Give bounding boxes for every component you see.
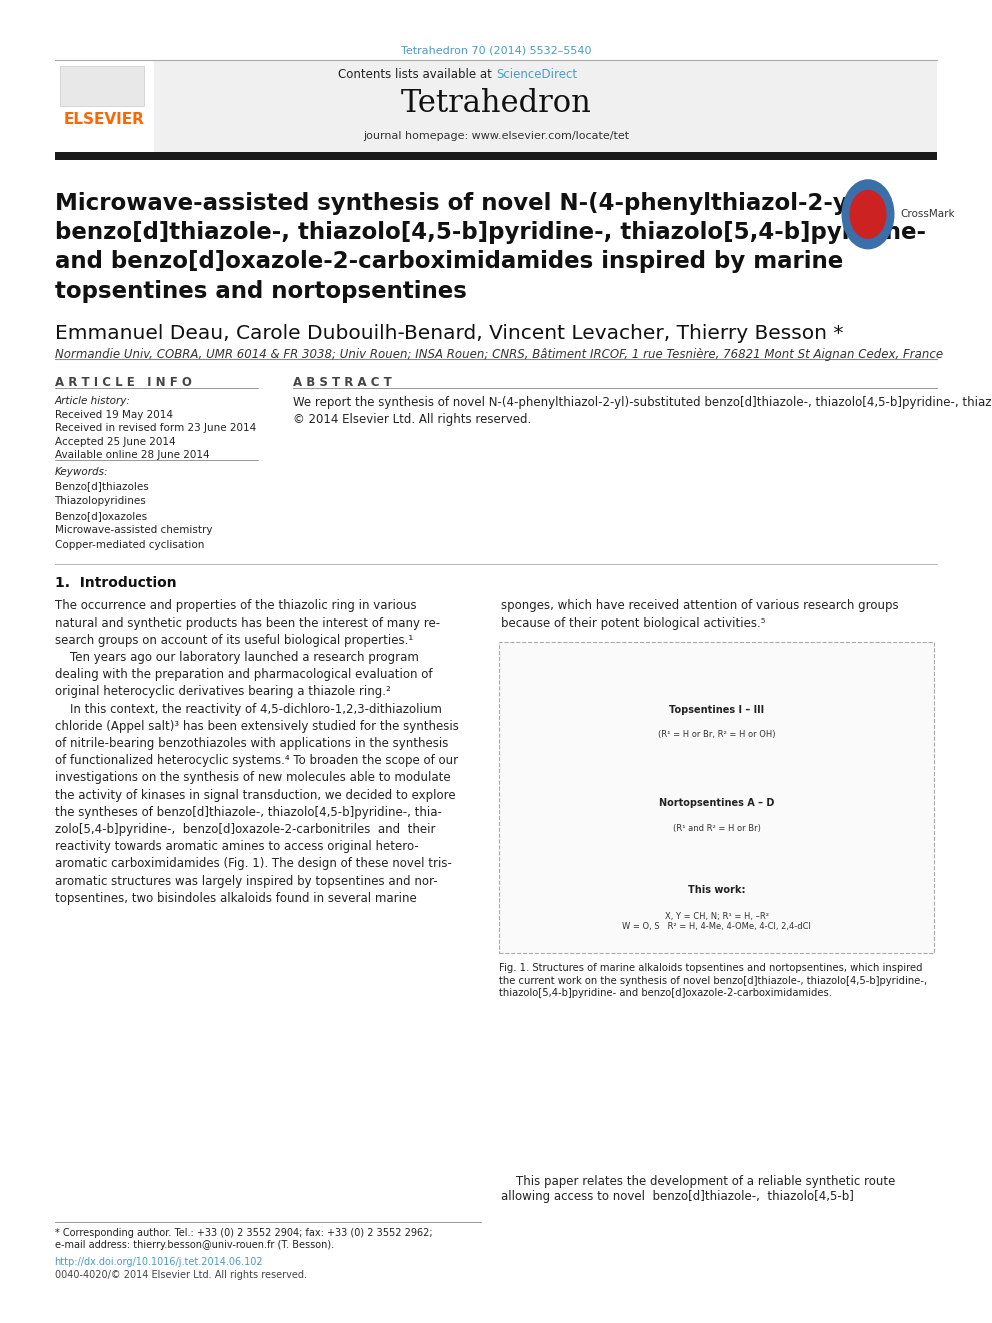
Text: Topsentines I – III: Topsentines I – III — [670, 705, 764, 714]
Text: Contents lists available at: Contents lists available at — [338, 67, 496, 81]
Text: 1.  Introduction: 1. Introduction — [55, 576, 177, 590]
Text: Tetrahedron: Tetrahedron — [401, 87, 591, 119]
Text: sponges, which have received attention of various research groups
because of the: sponges, which have received attention o… — [501, 599, 899, 630]
Text: Article history:: Article history: — [55, 396, 130, 406]
Bar — [499, 642, 934, 953]
Bar — [60, 66, 144, 106]
Text: Benzo[d]oxazoles: Benzo[d]oxazoles — [55, 511, 147, 521]
Text: Accepted 25 June 2014: Accepted 25 June 2014 — [55, 437, 176, 447]
Text: Normandie Univ, COBRA, UMR 6014 & FR 3038; Univ Rouen; INSA Rouen; CNRS, Bâtimen: Normandie Univ, COBRA, UMR 6014 & FR 303… — [55, 348, 942, 361]
Text: Received in revised form 23 June 2014: Received in revised form 23 June 2014 — [55, 423, 256, 434]
Bar — [55, 152, 937, 160]
Text: * Corresponding author. Tel.: +33 (0) 2 3552 2904; fax: +33 (0) 2 3552 2962;
e-m: * Corresponding author. Tel.: +33 (0) 2 … — [55, 1228, 433, 1250]
Text: Microwave-assisted synthesis of novel N-(4-phenylthiazol-2-yl)-
benzo[d]thiazole: Microwave-assisted synthesis of novel N-… — [55, 192, 926, 303]
Text: Keywords:: Keywords: — [55, 467, 108, 478]
Text: 0040-4020/© 2014 Elsevier Ltd. All rights reserved.: 0040-4020/© 2014 Elsevier Ltd. All right… — [55, 1270, 307, 1281]
Text: This work:: This work: — [688, 885, 745, 896]
Text: Microwave-assisted chemistry: Microwave-assisted chemistry — [55, 525, 212, 536]
Text: Benzo[d]thiazoles: Benzo[d]thiazoles — [55, 482, 149, 492]
Text: ScienceDirect: ScienceDirect — [496, 67, 577, 81]
Text: (R¹ = H or Br, R² = H or OH): (R¹ = H or Br, R² = H or OH) — [658, 730, 776, 740]
Text: X, Y = CH, N; R¹ = H, –R²
W = O, S   R² = H, 4-Me, 4-OMe, 4-Cl, 2,4-dCl: X, Y = CH, N; R¹ = H, –R² W = O, S R² = … — [622, 912, 811, 931]
Text: A B S T R A C T: A B S T R A C T — [293, 376, 392, 389]
Bar — [55, 60, 937, 155]
Text: Fig. 1. Structures of marine alkaloids topsentines and nortopsentines, which ins: Fig. 1. Structures of marine alkaloids t… — [499, 963, 928, 998]
Text: Available online 28 June 2014: Available online 28 June 2014 — [55, 450, 209, 460]
Text: http://dx.doi.org/10.1016/j.tet.2014.06.102: http://dx.doi.org/10.1016/j.tet.2014.06.… — [55, 1257, 263, 1267]
Text: Copper-mediated cyclisation: Copper-mediated cyclisation — [55, 540, 204, 550]
Text: This paper relates the development of a reliable synthetic route
allowing access: This paper relates the development of a … — [501, 1175, 896, 1203]
Bar — [55, 60, 154, 155]
Text: The occurrence and properties of the thiazolic ring in various
natural and synth: The occurrence and properties of the thi… — [55, 599, 458, 905]
Text: Received 19 May 2014: Received 19 May 2014 — [55, 410, 173, 421]
Text: Thiazolopyridines: Thiazolopyridines — [55, 496, 146, 507]
Text: Emmanuel Deau, Carole Dubouilh-Benard, Vincent Levacher, Thierry Besson *: Emmanuel Deau, Carole Dubouilh-Benard, V… — [55, 324, 843, 343]
Text: CrossMark: CrossMark — [901, 209, 955, 220]
Text: Nortopsentines A – D: Nortopsentines A – D — [659, 798, 775, 808]
Text: Tetrahedron 70 (2014) 5532–5540: Tetrahedron 70 (2014) 5532–5540 — [401, 45, 591, 56]
Circle shape — [850, 191, 886, 238]
Circle shape — [842, 180, 894, 249]
Text: A R T I C L E   I N F O: A R T I C L E I N F O — [55, 376, 191, 389]
Text: We report the synthesis of novel N-(4-phenylthiazol-2-yl)-substituted benzo[d]th: We report the synthesis of novel N-(4-ph… — [293, 396, 992, 426]
Text: (R¹ and R² = H or Br): (R¹ and R² = H or Br) — [673, 824, 761, 832]
Text: journal homepage: www.elsevier.com/locate/tet: journal homepage: www.elsevier.com/locat… — [363, 131, 629, 142]
Text: ELSEVIER: ELSEVIER — [63, 111, 145, 127]
